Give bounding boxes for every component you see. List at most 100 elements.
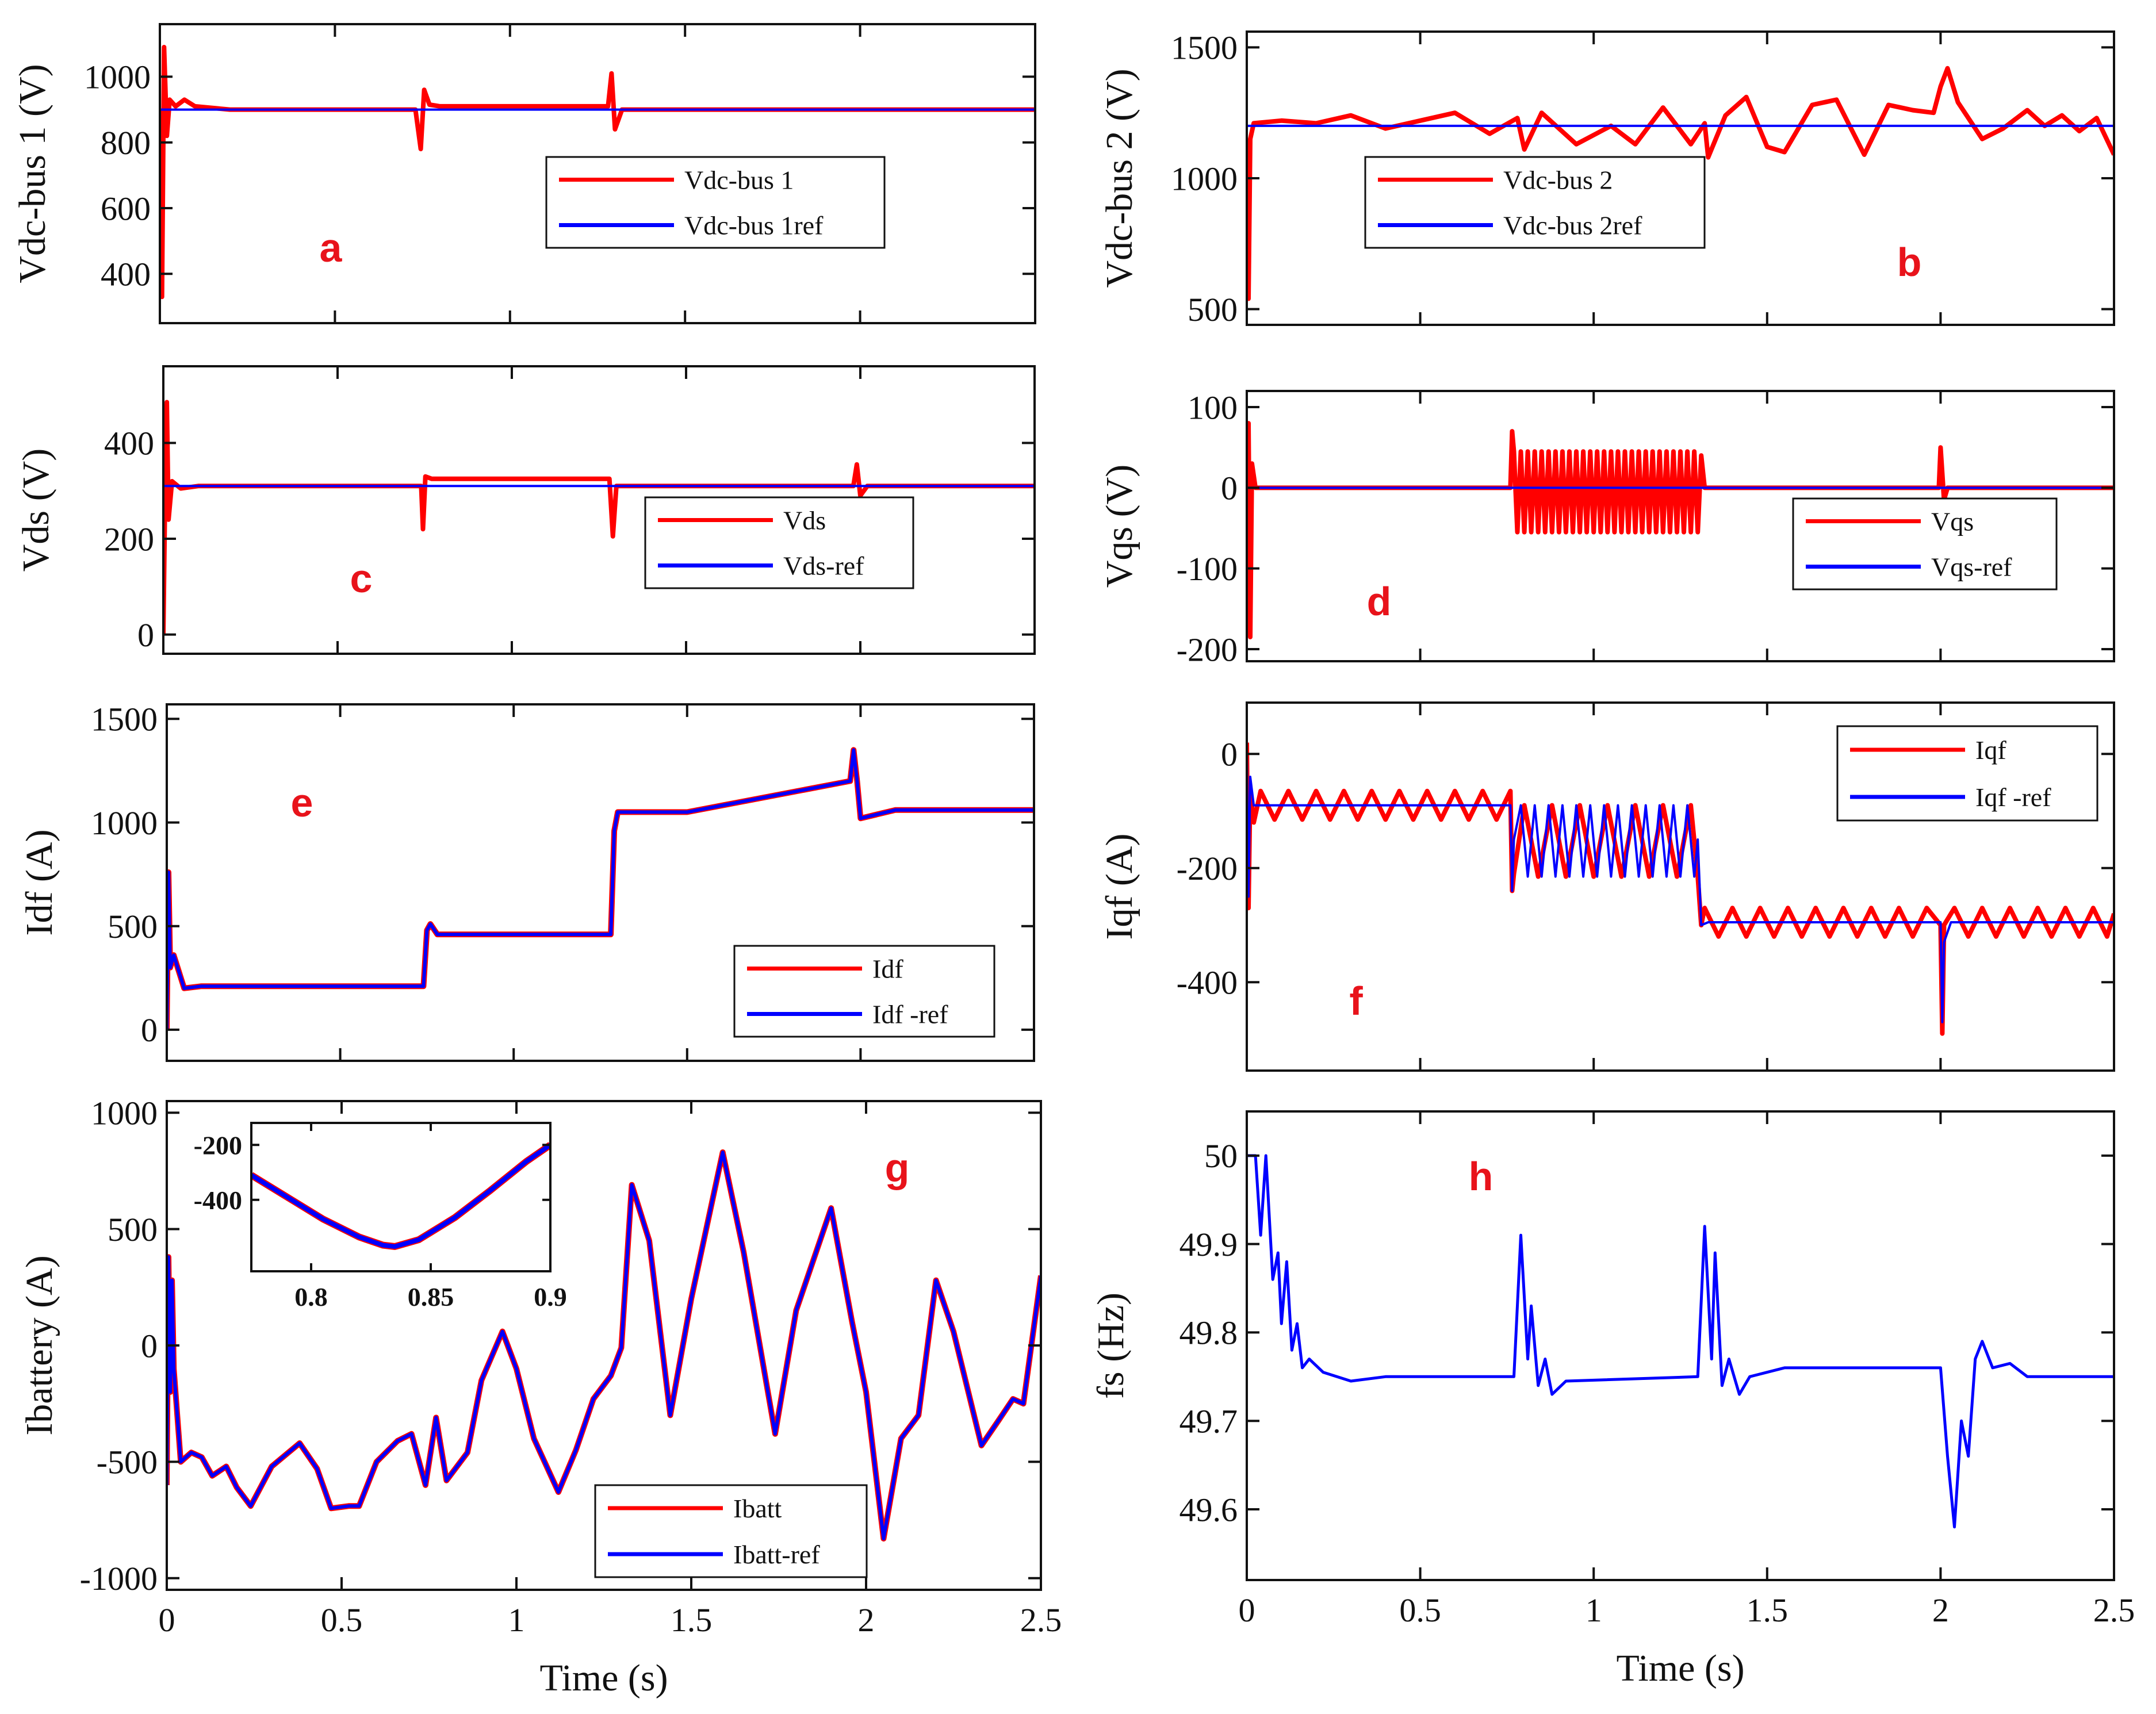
axes-frame (1246, 1110, 2115, 1581)
legend-label: Vdc-bus 1ref (684, 211, 824, 240)
y-tick-label: 49.7 (1180, 1403, 1238, 1440)
legend: Ibatt Ibatt-ref (594, 1484, 868, 1578)
legend-box (1792, 497, 2058, 590)
x-tick-label: 2 (858, 1601, 875, 1639)
x-tick-label: 0.9 (534, 1282, 567, 1312)
series-idf--ref-line (167, 748, 1034, 1030)
legend-label: Vds-ref (783, 551, 864, 581)
legend: Idf Idf -ref (733, 945, 995, 1038)
y-tick-label: -200 (194, 1130, 242, 1160)
x-tick-label: 2.5 (2093, 1592, 2135, 1629)
legend-box (1836, 725, 2098, 822)
panel-h: 0 0.5 1 1.5 2 2.5 49.6 49.7 49.8 49.9 50 fs (Hz) Tim… (1090, 1110, 2135, 1689)
y-axis-label: Vdc-bus 1 (V) (12, 64, 53, 283)
inset-background (251, 1123, 550, 1271)
legend-label: Idf -ref (872, 1000, 948, 1029)
panel-letter: e (291, 780, 313, 825)
legend: Vdc-bus 1 Vdc-bus 1ref (545, 156, 886, 249)
y-axis-label: Vdc-bus 2 (V) (1098, 68, 1140, 287)
axes-frame (1246, 390, 2115, 662)
y-axis-label: Idf (A) (18, 829, 60, 935)
legend: Vdc-bus 2 Vdc-bus 2ref (1364, 156, 1706, 249)
y-tick-label: 1000 (91, 804, 158, 842)
panel-e: 0 500 1000 1500 Idf (A) e Idf Idf -ref (18, 701, 1035, 1062)
panel-c: 0 200 400 Vds (V) c Vds Vds-ref (15, 365, 1036, 655)
y-axis-label: Vqs (V) (1098, 465, 1140, 588)
x-tick-label: 0 (159, 1601, 175, 1639)
y-axis-label: fs (Hz) (1090, 1293, 1132, 1399)
legend: Vqs Vqs-ref (1792, 497, 2058, 590)
y-axis-label: Vds (V) (15, 448, 57, 572)
y-tick-label: -200 (1177, 631, 1238, 668)
legend: Vds Vds-ref (644, 496, 914, 589)
panel-letter: g (885, 1145, 910, 1190)
x-tick-label: 1 (1586, 1592, 1602, 1629)
legend-label: Vdc-bus 2 (1503, 166, 1613, 195)
x-axis-label: Time (s) (1616, 1647, 1744, 1689)
x-tick-label: 0.8 (294, 1282, 328, 1312)
legend-box (644, 496, 914, 589)
legend-label: Ibatt (733, 1494, 782, 1523)
legend-label: Idf (872, 954, 903, 984)
y-tick-label: 1500 (1171, 29, 1238, 67)
series-iqf--ref-line (1247, 754, 2114, 1023)
legend-label: Vqs (1931, 507, 1974, 536)
y-tick-label: 400 (104, 425, 154, 462)
axes-frame (166, 703, 1035, 1062)
x-tick-label: 2 (1932, 1592, 1949, 1629)
y-tick-label: 1000 (91, 1095, 158, 1132)
y-tick-label: 500 (108, 1211, 158, 1248)
y-tick-label: 1000 (84, 59, 151, 96)
y-tick-label: 0 (141, 1011, 158, 1049)
series-vqs-line (1247, 421, 2114, 639)
y-tick-label: 0 (1221, 470, 1238, 507)
legend-box (545, 156, 886, 249)
panel-letter: f (1349, 979, 1363, 1023)
series-iqf-line (1247, 742, 2114, 1036)
x-tick-label: 0.5 (1399, 1592, 1441, 1629)
axes-frame (162, 365, 1036, 655)
series-ibatt-ref-line (251, 1142, 550, 1249)
y-tick-label: 1000 (1171, 160, 1238, 197)
y-tick-label: -1000 (80, 1560, 158, 1597)
x-tick-label: 0.85 (408, 1282, 454, 1312)
legend-label: Vdc-bus 2ref (1503, 211, 1642, 240)
panel-d: -200 -100 0 100 Vqs (V) d Vqs Vqs-ref (1098, 389, 2115, 668)
y-tick-label: 500 (1188, 291, 1238, 328)
y-tick-label: -200 (1177, 850, 1238, 887)
y-tick-label: -400 (194, 1186, 242, 1215)
y-tick-label: 0 (1221, 736, 1238, 773)
legend-label: Vds (783, 506, 826, 535)
panel-letter: c (350, 556, 373, 601)
y-tick-label: 0 (137, 616, 154, 654)
y-tick-label: -100 (1177, 550, 1238, 588)
legend-label: Iqf -ref (1975, 783, 2051, 812)
y-tick-label: 600 (101, 190, 151, 227)
series-fs-line (1247, 1154, 2114, 1529)
axes-frame (159, 23, 1036, 324)
y-tick-label: 500 (108, 908, 158, 945)
axes-frame (250, 1122, 552, 1272)
panel-g-inset: 0.8 0.85 0.9 -400 -200 (194, 1122, 567, 1312)
x-tick-label: 1.5 (1747, 1592, 1789, 1629)
axes-frame (1246, 701, 2115, 1072)
y-tick-label: 1500 (91, 701, 158, 738)
y-tick-label: 100 (1188, 389, 1238, 426)
legend: Iqf Iqf -ref (1836, 725, 2098, 822)
series-ibatt-ref-line (167, 1151, 1041, 1540)
y-axis-label: Iqf (A) (1098, 833, 1140, 940)
x-tick-label: 1 (508, 1601, 525, 1639)
y-tick-label: 49.9 (1180, 1226, 1238, 1263)
y-axis-label: Ibattery (A) (18, 1255, 60, 1435)
panel-letter: a (320, 225, 343, 270)
legend-label: Vqs-ref (1931, 553, 2012, 582)
x-tick-label: 0.5 (321, 1601, 363, 1639)
y-tick-label: 0 (141, 1327, 158, 1364)
legend-box (594, 1484, 868, 1578)
x-tick-label: 1.5 (671, 1601, 713, 1639)
panel-letter: h (1469, 1154, 1494, 1199)
legend-label: Ibatt-ref (733, 1540, 820, 1569)
legend-label: Iqf (1975, 735, 2006, 765)
